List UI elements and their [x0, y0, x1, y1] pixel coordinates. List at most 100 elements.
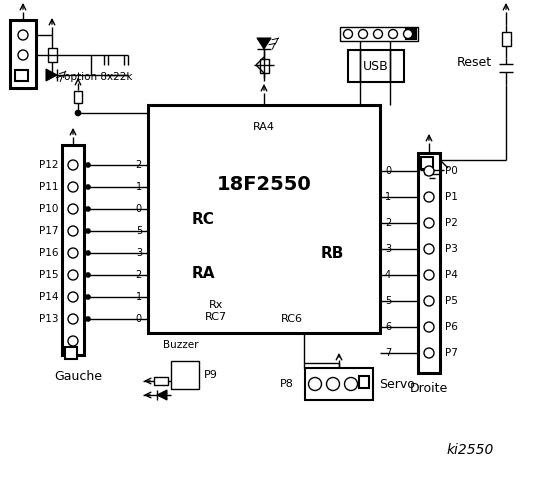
Circle shape [86, 229, 90, 233]
Text: RC7: RC7 [205, 312, 227, 322]
Text: P17: P17 [39, 226, 58, 236]
Text: Reset: Reset [457, 56, 492, 69]
Circle shape [373, 29, 383, 38]
Text: P2: P2 [445, 218, 458, 228]
Text: 2: 2 [135, 160, 142, 170]
Circle shape [424, 192, 434, 202]
Circle shape [424, 348, 434, 358]
Circle shape [424, 166, 434, 176]
Circle shape [326, 377, 340, 391]
Text: 6: 6 [385, 322, 391, 332]
Text: P13: P13 [39, 314, 58, 324]
Bar [10, 20, 36, 88]
Circle shape [68, 248, 78, 258]
Text: 2: 2 [385, 218, 392, 228]
Circle shape [424, 322, 434, 332]
Bar [74, 91, 82, 103]
Bar [348, 50, 404, 82]
Text: P15: P15 [39, 270, 58, 280]
Text: P9: P9 [204, 370, 218, 380]
Bar [65, 347, 77, 359]
Text: 0: 0 [385, 166, 391, 176]
Text: P12: P12 [39, 160, 58, 170]
Circle shape [68, 336, 78, 346]
Bar [418, 153, 440, 373]
Text: P5: P5 [445, 296, 458, 306]
Circle shape [389, 29, 398, 38]
Text: RA: RA [191, 265, 215, 280]
Circle shape [68, 226, 78, 236]
Circle shape [68, 270, 78, 280]
Bar [154, 377, 168, 385]
Text: P8: P8 [280, 379, 294, 389]
Text: P7: P7 [445, 348, 458, 358]
Polygon shape [257, 38, 271, 49]
Circle shape [86, 207, 90, 211]
Circle shape [424, 218, 434, 228]
Bar [305, 368, 373, 400]
Circle shape [76, 110, 81, 116]
Text: 2: 2 [135, 270, 142, 280]
Circle shape [68, 182, 78, 192]
Text: RC: RC [191, 213, 215, 228]
Bar [48, 48, 56, 62]
Text: P4: P4 [445, 270, 458, 280]
Circle shape [68, 160, 78, 170]
Circle shape [86, 273, 90, 277]
Text: 3: 3 [136, 248, 142, 258]
Bar [148, 105, 380, 333]
Bar [171, 361, 199, 389]
Text: Gauche: Gauche [54, 371, 102, 384]
Circle shape [86, 251, 90, 255]
Text: 1: 1 [136, 292, 142, 302]
Text: Buzzer: Buzzer [163, 340, 199, 350]
Circle shape [86, 317, 90, 321]
Polygon shape [157, 390, 167, 400]
Text: P16: P16 [39, 248, 58, 258]
Text: option 8x22k: option 8x22k [64, 72, 132, 82]
Circle shape [86, 163, 90, 167]
Text: RA4: RA4 [253, 122, 275, 132]
Bar [340, 27, 418, 41]
Circle shape [424, 270, 434, 280]
Bar [259, 59, 269, 73]
Text: P14: P14 [39, 292, 58, 302]
Polygon shape [46, 69, 57, 81]
Text: 4: 4 [385, 270, 391, 280]
Circle shape [424, 296, 434, 306]
Bar [62, 145, 84, 355]
Text: P10: P10 [39, 204, 58, 214]
Text: RC6: RC6 [281, 314, 303, 324]
Text: Droite: Droite [410, 382, 448, 395]
Circle shape [309, 377, 321, 391]
Circle shape [404, 29, 413, 38]
Circle shape [86, 295, 90, 299]
Circle shape [86, 185, 90, 189]
Circle shape [18, 50, 28, 60]
Text: USB: USB [363, 60, 389, 72]
Bar [421, 157, 433, 169]
Text: P3: P3 [445, 244, 458, 254]
Circle shape [358, 29, 368, 38]
Text: 18F2550: 18F2550 [217, 176, 311, 194]
Text: 1: 1 [385, 192, 391, 202]
Text: Rx: Rx [209, 300, 223, 310]
Text: P0: P0 [445, 166, 458, 176]
Circle shape [345, 377, 357, 391]
Text: 3: 3 [385, 244, 391, 254]
Text: ki2550: ki2550 [446, 443, 494, 457]
Bar [15, 70, 28, 81]
Circle shape [18, 30, 28, 40]
Text: 1: 1 [136, 182, 142, 192]
Circle shape [68, 314, 78, 324]
Text: P11: P11 [39, 182, 58, 192]
Circle shape [343, 29, 352, 38]
Bar [502, 32, 510, 46]
Text: RB: RB [320, 245, 343, 261]
Text: 7: 7 [385, 348, 392, 358]
Text: 5: 5 [135, 226, 142, 236]
Circle shape [68, 204, 78, 214]
Text: 0: 0 [136, 204, 142, 214]
Bar [406, 29, 416, 39]
Text: Servo: Servo [379, 377, 415, 391]
